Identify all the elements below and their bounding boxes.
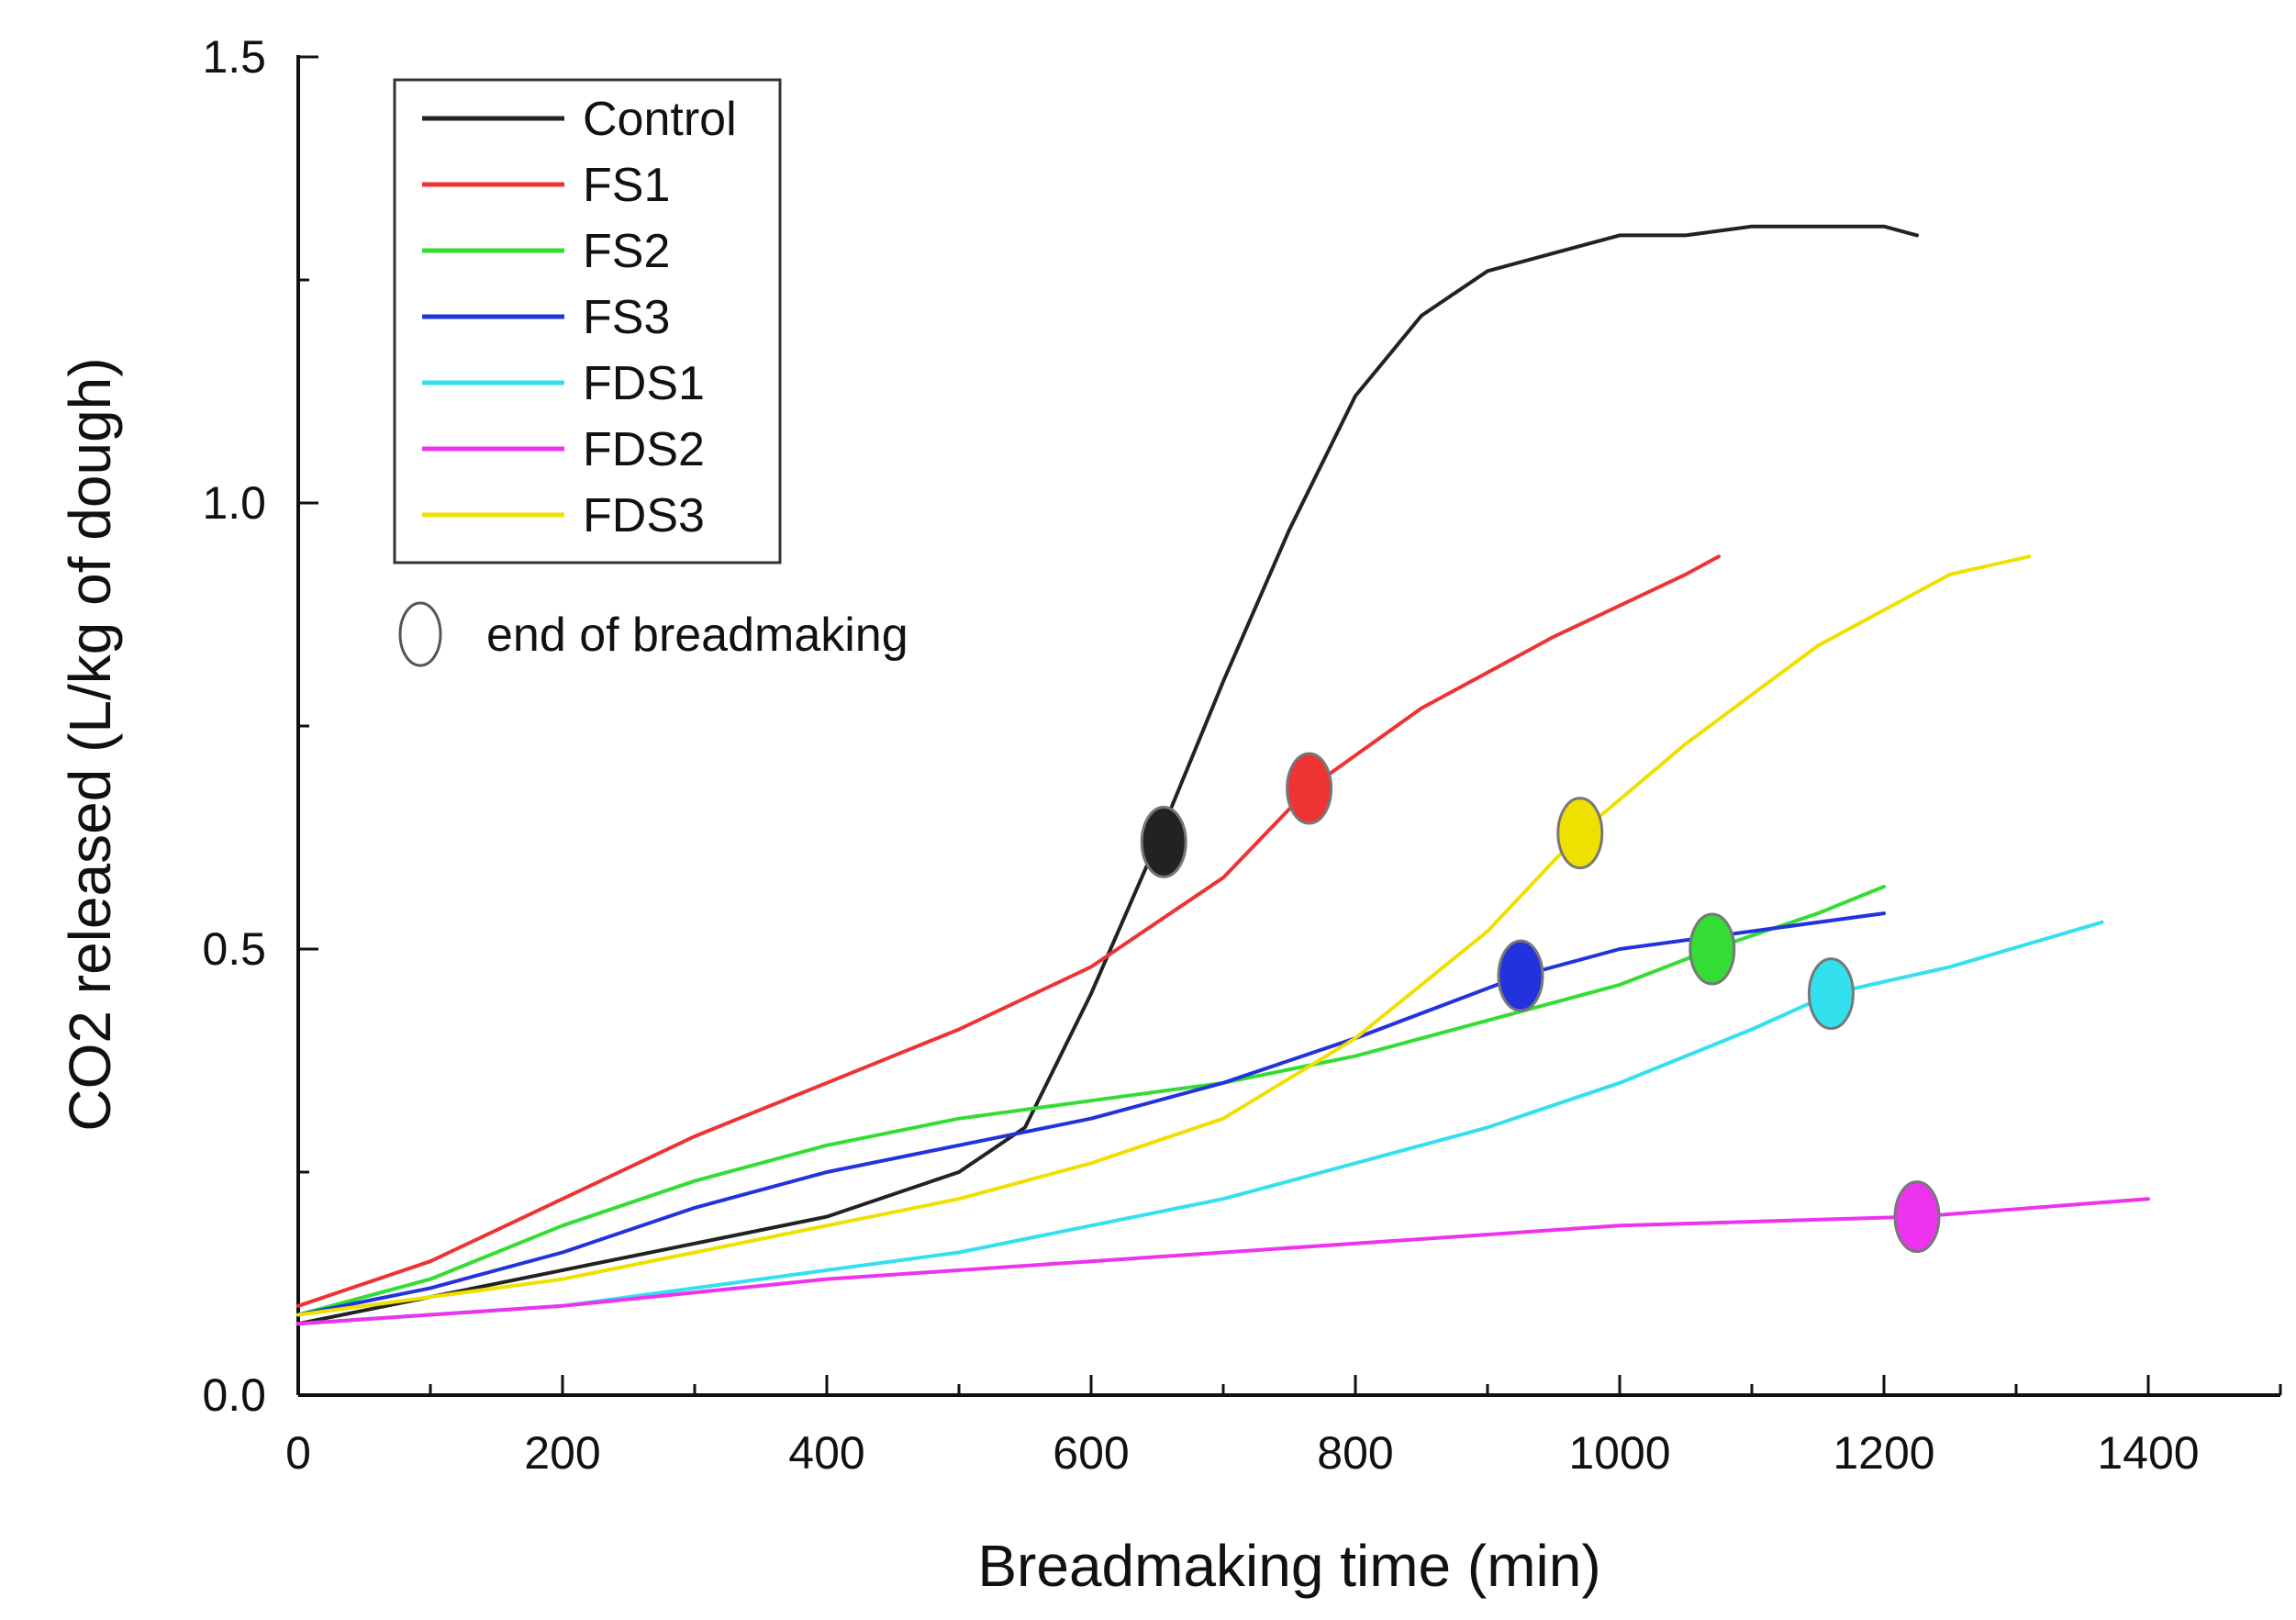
legend-label-fds3: FDS3: [583, 489, 705, 542]
x-tick-label: 400: [788, 1427, 864, 1479]
end-marker-fds1: [1807, 957, 1855, 1031]
legend-label-fds2: FDS2: [583, 423, 705, 476]
x-tick-label: 0: [285, 1427, 311, 1479]
x-tick-label: 200: [524, 1427, 600, 1479]
series-line-fs1: [296, 554, 1721, 1308]
series-line-fds2: [296, 1197, 2150, 1326]
y-tick-label: 0.0: [202, 1369, 266, 1421]
series-line-fds3: [296, 554, 2032, 1317]
x-tick-label: 600: [1053, 1427, 1129, 1479]
y-tick-label: 1.5: [202, 31, 266, 83]
legend-end-marker-icon: [398, 601, 442, 667]
y-axis-title: CO2 released (L/kg of dough): [57, 357, 123, 1131]
legend-box: [393, 78, 782, 564]
legend-label-control: Control: [583, 93, 737, 146]
x-tick-label: 1200: [1833, 1427, 1934, 1479]
x-tick-label: 1000: [1568, 1427, 1670, 1479]
end-marker-fs2: [1689, 912, 1736, 986]
y-axis: 0.0 0.5 1.0 1.5: [202, 31, 318, 1421]
series-line-control: [296, 224, 1919, 1326]
end-of-breadmaking-markers: [1140, 752, 1941, 1254]
legend-label-fs1: FS1: [583, 159, 670, 212]
end-marker-fs1: [1286, 752, 1333, 825]
legend-label-fds1: FDS1: [583, 357, 705, 410]
x-axis-title: Breadmaking time (min): [977, 1533, 1600, 1599]
legend-label-fs3: FS3: [583, 291, 670, 344]
legend-label-fs2: FS2: [583, 225, 670, 278]
end-marker-fds2: [1893, 1180, 1941, 1254]
series-line-fs3: [296, 911, 1886, 1317]
x-axis: 0 200 400 600 800 1000 1200 1400: [285, 1375, 2282, 1479]
end-marker-control: [1140, 805, 1187, 878]
legend: Control FS1 FS2 FS3 FDS1 FDS2 FDS3 end of bread…: [393, 78, 908, 667]
x-tick-label: 800: [1317, 1427, 1393, 1479]
y-tick-label: 0.5: [202, 923, 266, 975]
legend-end-marker-label: end of breadmaking: [486, 609, 908, 662]
y-tick-label: 1.0: [202, 477, 266, 529]
end-marker-fds3: [1556, 797, 1604, 870]
end-marker-fs3: [1497, 939, 1544, 1012]
x-tick-label: 1400: [2097, 1427, 2199, 1479]
